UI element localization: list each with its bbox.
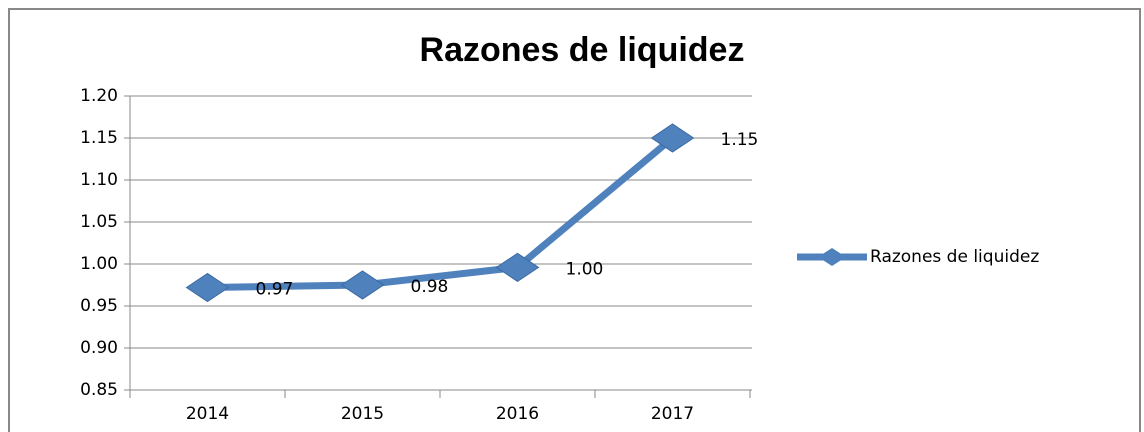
legend-label: Razones de liquidez [870, 247, 1039, 267]
data-label: 1.15 [721, 130, 759, 150]
marker [340, 270, 385, 300]
marker [650, 123, 695, 153]
data-label: 0.98 [411, 277, 449, 297]
series-line [207, 135, 675, 292]
legend-marker [818, 248, 846, 266]
chart-title: Razones de liquidez [420, 31, 745, 69]
y-tick-label: 0.90 [80, 338, 118, 358]
x-tick-label: 2016 [496, 404, 539, 424]
y-tick-label: 1.20 [80, 86, 118, 106]
y-tick-label: 0.95 [80, 296, 118, 316]
x-tick-label: 2015 [341, 404, 384, 424]
data-label: 0.97 [256, 280, 294, 300]
y-tick-label: 1.05 [80, 212, 118, 232]
x-tick-label: 2017 [651, 404, 694, 424]
y-tick-label: 1.10 [80, 170, 118, 190]
data-label: 1.00 [566, 259, 604, 279]
marker [495, 252, 540, 282]
y-tick-label: 0.85 [80, 380, 118, 400]
x-tick-label: 2014 [186, 404, 229, 424]
y-tick-label: 1.00 [80, 254, 118, 274]
marker [185, 272, 230, 303]
y-tick-label: 1.15 [80, 128, 118, 148]
